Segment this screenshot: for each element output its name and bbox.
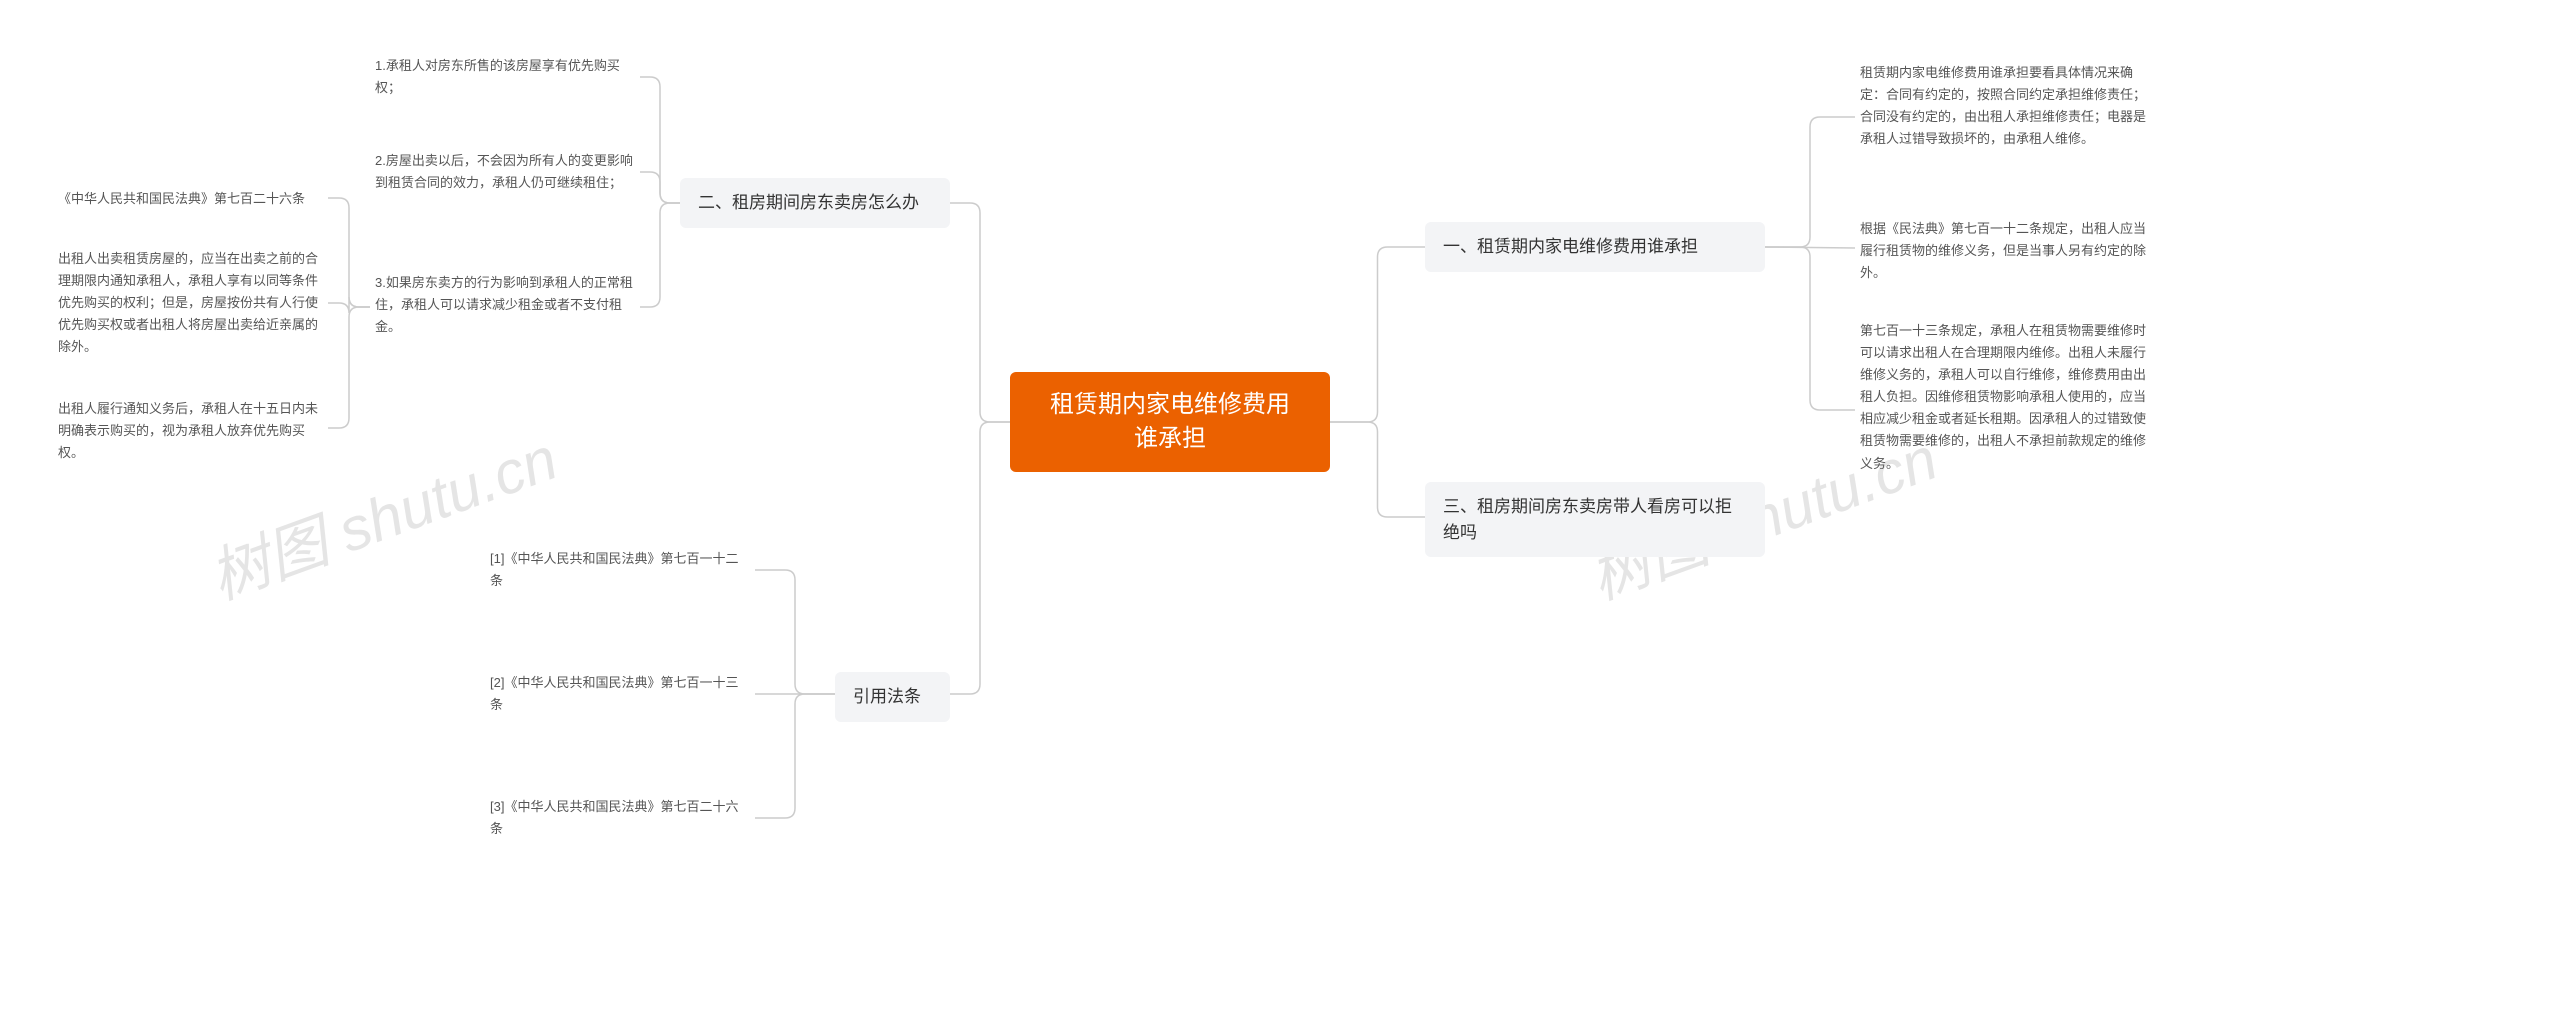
section-1-leaf-2: 根据《民法典》第七百一十二条规定，出租人应当履行租赁物的维修义务，但是当事人另有… (1860, 218, 2155, 284)
section-1-leaf-1: 租赁期内家电维修费用谁承担要看具体情况来确定：合同有约定的，按照合同约定承担维修… (1860, 62, 2155, 150)
section-2-leaf-1: 1.承租人对房东所售的该房屋享有优先购买权； (375, 55, 635, 99)
section-2-leaf-3: 3.如果房东卖方的行为影响到承租人的正常租住，承租人可以请求减少租金或者不支付租… (375, 272, 635, 338)
citation-1: [1]《中华人民共和国民法典》第七百一十二条 (490, 548, 750, 592)
sublaw-item-2: 出租人履行通知义务后，承租人在十五日内未明确表示购买的，视为承租人放弃优先购买权… (58, 398, 323, 464)
section-1-leaf-3: 第七百一十三条规定，承租人在租赁物需要维修时可以请求出租人在合理期限内维修。出租… (1860, 320, 2155, 475)
sublaw-item-1: 出租人出卖租赁房屋的，应当在出卖之前的合理期限内通知承租人，承租人享有以同等条件… (58, 248, 323, 358)
section-2-node[interactable]: 二、租房期间房东卖房怎么办 (680, 178, 950, 228)
citation-2: [2]《中华人民共和国民法典》第七百一十三条 (490, 672, 750, 716)
citation-3: [3]《中华人民共和国民法典》第七百二十六条 (490, 796, 750, 840)
section-2-leaf-2: 2.房屋出卖以后，不会因为所有人的变更影响到租赁合同的效力，承租人仍可继续租住； (375, 150, 635, 194)
sublaw-title: 《中华人民共和国民法典》第七百二十六条 (58, 188, 323, 210)
citations-node[interactable]: 引用法条 (835, 672, 950, 722)
center-node[interactable]: 租赁期内家电维修费用谁承担 (1010, 372, 1330, 472)
section-3-node[interactable]: 三、租房期间房东卖房带人看房可以拒绝吗 (1425, 482, 1765, 557)
section-1-node[interactable]: 一、租赁期内家电维修费用谁承担 (1425, 222, 1765, 272)
